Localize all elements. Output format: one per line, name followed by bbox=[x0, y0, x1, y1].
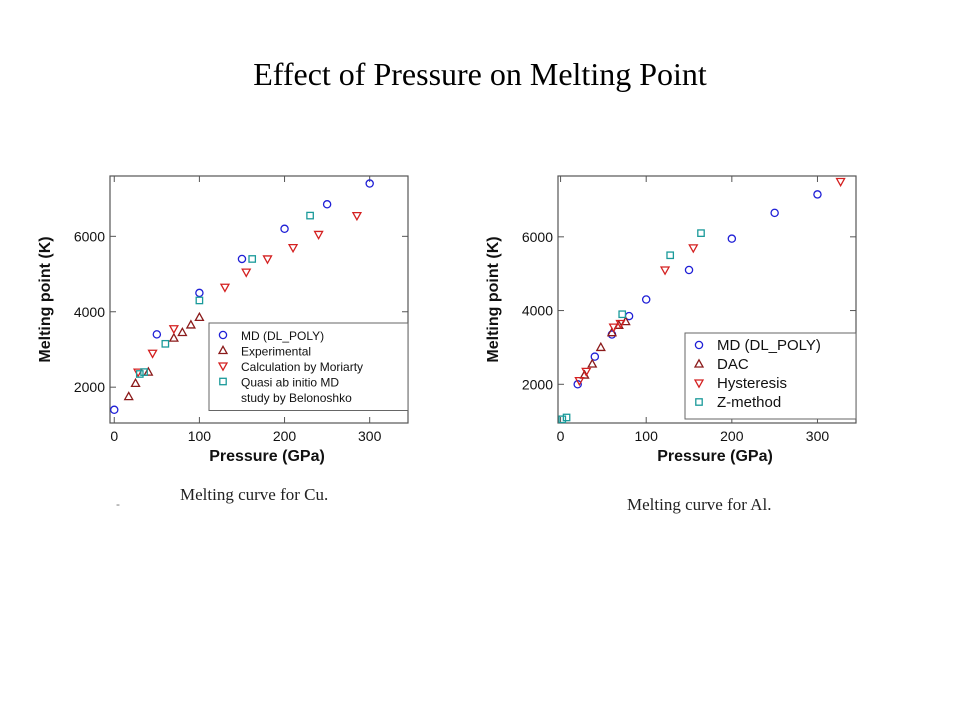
slide-title: Effect of Pressure on Melting Point bbox=[253, 56, 707, 92]
series-hysteresis bbox=[574, 177, 846, 387]
data-point bbox=[574, 376, 585, 387]
data-point bbox=[365, 179, 374, 188]
data-point bbox=[595, 341, 606, 352]
x-tick-label: 0 bbox=[110, 428, 118, 444]
data-point bbox=[697, 229, 705, 237]
y-axis-label: Melting point (K) bbox=[485, 236, 502, 362]
data-point bbox=[130, 377, 141, 388]
legend-marker-calculation-by-moriarty bbox=[217, 362, 229, 372]
x-axis-label: Pressure (GPa) bbox=[209, 448, 325, 465]
series-quasi-ab-initio-md bbox=[135, 211, 314, 378]
x-tick-label: 100 bbox=[188, 428, 212, 444]
data-point bbox=[262, 255, 273, 265]
data-point bbox=[641, 295, 651, 304]
data-point bbox=[684, 265, 694, 275]
series-calculation-by-moriarty bbox=[132, 211, 363, 378]
x-tick-label: 300 bbox=[358, 428, 382, 444]
data-point bbox=[608, 323, 619, 333]
data-point bbox=[813, 190, 822, 199]
data-point bbox=[615, 319, 626, 330]
caption-al: Melting curve for Al. bbox=[627, 495, 772, 514]
legend-label: study by Belonoshko bbox=[241, 391, 352, 405]
legend-marker-hysteresis bbox=[693, 379, 705, 389]
legend-label: MD (DL_POLY) bbox=[717, 337, 821, 354]
data-point bbox=[666, 251, 675, 260]
data-point bbox=[313, 230, 324, 240]
data-point bbox=[135, 370, 144, 378]
data-point bbox=[618, 310, 627, 319]
data-point bbox=[195, 296, 204, 305]
legend-box bbox=[684, 332, 857, 420]
data-point bbox=[140, 368, 148, 376]
data-point bbox=[241, 268, 252, 278]
legend-label: MD (DL_POLY) bbox=[241, 329, 324, 343]
legend-label: Hysteresis bbox=[717, 375, 787, 392]
y-tick-label: 2000 bbox=[74, 379, 105, 395]
legend-label: Quasi ab initio MD bbox=[241, 376, 339, 390]
chart-melting-curve-cu: 0 100 200 300 2000 4000 6000 Pressure (GPa) Melt… bbox=[37, 175, 409, 465]
data-point bbox=[581, 367, 592, 377]
data-point bbox=[177, 326, 188, 337]
caption-cu: Melting curve for Cu. bbox=[180, 485, 329, 504]
data-point bbox=[219, 283, 231, 293]
data-point bbox=[237, 254, 247, 264]
legend-marker-quasi-ab-initio-md bbox=[219, 377, 227, 386]
stray-mark: - bbox=[116, 497, 120, 511]
data-point bbox=[835, 177, 846, 188]
data-point bbox=[168, 325, 179, 335]
x-tick-label: 200 bbox=[273, 428, 297, 444]
data-point bbox=[123, 391, 134, 401]
data-point bbox=[195, 288, 204, 298]
legend-marker-dac bbox=[693, 358, 705, 368]
series-experimental bbox=[123, 311, 205, 401]
data-point bbox=[287, 243, 299, 254]
data-point bbox=[161, 339, 170, 348]
x-tick-label: 0 bbox=[557, 428, 565, 444]
data-point bbox=[322, 200, 332, 209]
data-point bbox=[587, 358, 598, 368]
data-point bbox=[152, 330, 162, 339]
data-point bbox=[185, 319, 196, 329]
data-point bbox=[306, 211, 314, 220]
x-tick-label: 300 bbox=[806, 428, 830, 444]
series-z-method bbox=[558, 229, 705, 424]
data-point bbox=[194, 311, 205, 322]
y-tick-label: 2000 bbox=[522, 376, 553, 392]
data-point bbox=[110, 405, 119, 415]
y-tick-label: 6000 bbox=[74, 228, 105, 244]
legend-label: DAC bbox=[717, 356, 749, 373]
x-tick-label: 100 bbox=[635, 428, 659, 444]
data-point bbox=[168, 332, 179, 342]
legend-label: Z-method bbox=[717, 394, 781, 411]
data-point bbox=[562, 413, 571, 422]
data-point bbox=[770, 208, 779, 218]
y-tick-label: 4000 bbox=[74, 304, 105, 320]
legend-marker-experimental bbox=[217, 344, 229, 355]
legend-marker-z-method bbox=[695, 398, 703, 406]
data-point bbox=[727, 234, 737, 243]
legend-marker-md-dl-poly bbox=[694, 340, 704, 350]
x-tick-label: 200 bbox=[720, 428, 744, 444]
data-point bbox=[147, 349, 158, 359]
x-axis-label: Pressure (GPa) bbox=[657, 448, 773, 465]
legend-label: Calculation by Moriarty bbox=[241, 360, 363, 374]
legend: MD (DL_POLY) DAC Hysteresis Z-method bbox=[684, 332, 857, 420]
data-point bbox=[659, 266, 671, 276]
data-point bbox=[688, 244, 699, 254]
y-tick-label: 6000 bbox=[522, 229, 553, 245]
y-tick-label: 4000 bbox=[522, 303, 553, 319]
data-point bbox=[351, 211, 363, 222]
data-point bbox=[280, 224, 289, 234]
y-axis-label: Melting point (K) bbox=[37, 236, 54, 362]
legend-marker-md-dl-poly bbox=[218, 330, 228, 340]
chart-melting-curve-al: 0 100 200 300 2000 4000 6000 Pressure (GPa) Melt… bbox=[485, 175, 857, 465]
data-point bbox=[558, 415, 567, 424]
series-md-dl-poly bbox=[110, 179, 374, 415]
data-point bbox=[590, 352, 600, 361]
legend-box bbox=[208, 322, 409, 411]
data-point bbox=[248, 255, 257, 263]
legend-label: Experimental bbox=[241, 345, 311, 359]
data-point bbox=[143, 366, 154, 376]
